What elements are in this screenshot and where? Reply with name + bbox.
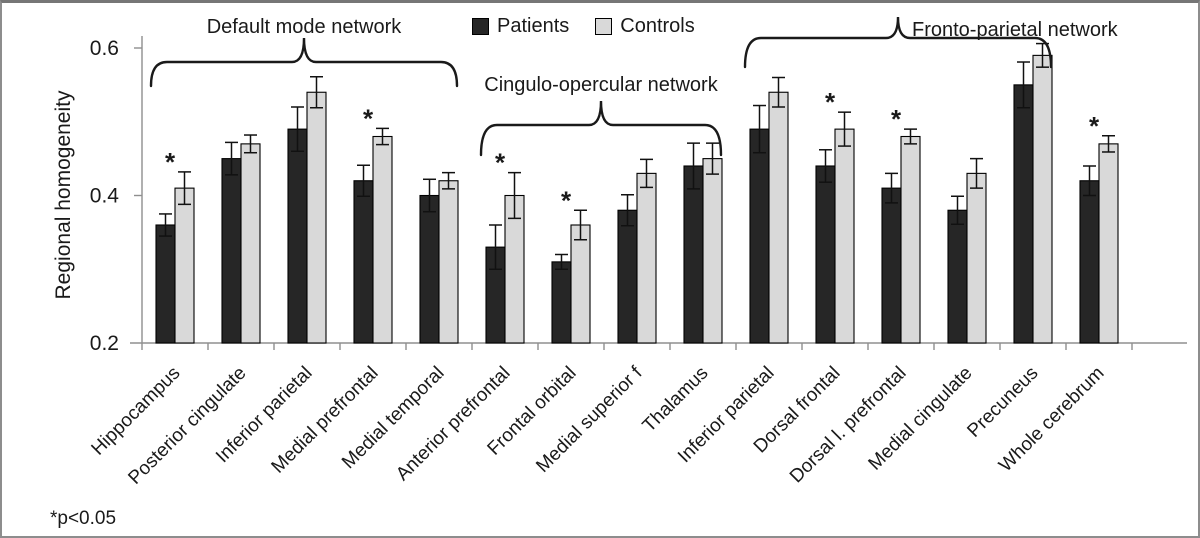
x-category-label: Dorsal l. prefrontal <box>786 363 911 488</box>
bar-patients-15 <box>1079 180 1100 344</box>
bar-patients-13 <box>947 209 968 344</box>
bar-controls-7 <box>570 224 591 344</box>
legend-item-patients: Patients <box>472 15 569 38</box>
x-category-label: Anterior prefrontal <box>392 363 514 485</box>
significance-marker: * <box>495 148 506 178</box>
bar-patients-5 <box>419 194 440 344</box>
bar-patients-9 <box>683 165 704 344</box>
error-bar-controls-7 <box>574 209 587 241</box>
bar-controls-2 <box>240 143 261 344</box>
error-bar-patients-1 <box>159 213 172 237</box>
bar-patients-3 <box>287 128 308 344</box>
error-bar-patients-7 <box>555 253 568 270</box>
error-bar-controls-2 <box>244 134 257 154</box>
patients-swatch-icon <box>472 18 489 35</box>
bar-controls-4 <box>372 135 393 344</box>
bar-controls-3 <box>306 91 327 344</box>
y-tick-label: 0.4 <box>90 185 120 208</box>
error-bar-controls-8 <box>640 158 653 189</box>
error-bar-controls-1 <box>178 171 191 206</box>
error-bar-controls-4 <box>376 127 389 146</box>
network-label-1: Default mode network <box>207 16 403 38</box>
error-bar-patients-8 <box>621 194 634 227</box>
error-bar-patients-9 <box>687 142 700 190</box>
legend-item-controls: Controls <box>595 15 695 38</box>
brace-3 <box>743 16 1053 69</box>
error-bar-controls-5 <box>442 171 455 190</box>
bar-patients-10 <box>749 128 770 344</box>
error-bar-patients-10 <box>753 104 766 154</box>
y-tick-label: 0.2 <box>90 332 119 355</box>
error-bar-patients-3 <box>291 106 304 152</box>
error-bar-patients-15 <box>1083 165 1096 197</box>
network-label-2: Cingulo-opercular network <box>484 74 718 96</box>
footnote: *p<0.05 <box>50 508 116 529</box>
error-bar-patients-2 <box>225 141 238 176</box>
error-bar-patients-13 <box>951 195 964 226</box>
bar-patients-8 <box>617 209 638 344</box>
significance-marker: * <box>165 147 176 177</box>
legend-label-patients: Patients <box>497 15 570 37</box>
bar-controls-9 <box>702 158 723 344</box>
bar-controls-1 <box>174 187 195 344</box>
bar-controls-8 <box>636 172 657 344</box>
error-bar-controls-10 <box>772 76 785 108</box>
bar-patients-12 <box>881 187 902 344</box>
bar-controls-10 <box>768 91 789 344</box>
controls-swatch-icon <box>595 18 613 35</box>
error-bar-patients-4 <box>357 164 370 197</box>
significance-marker: * <box>825 87 836 117</box>
significance-marker: * <box>891 104 902 134</box>
bar-patients-7 <box>551 261 572 344</box>
error-bar-controls-6 <box>508 171 521 220</box>
error-bar-controls-11 <box>838 111 851 147</box>
bar-patients-11 <box>815 165 836 344</box>
bar-patients-1 <box>155 224 176 344</box>
legend-label-controls: Controls <box>620 15 695 37</box>
error-bar-controls-9 <box>706 142 719 175</box>
x-category-label: Posterior cingulate <box>124 363 250 489</box>
chart-legend: Patients Controls <box>472 15 695 38</box>
bar-patients-4 <box>353 180 374 344</box>
error-bar-controls-12 <box>904 128 917 145</box>
network-label-3: Fronto-parietal network <box>912 19 1119 41</box>
error-bar-patients-14 <box>1017 61 1030 109</box>
bar-controls-13 <box>966 172 987 344</box>
error-bar-patients-6 <box>489 224 502 270</box>
significance-marker: * <box>363 103 374 133</box>
significance-marker: * <box>561 185 572 215</box>
brace-2 <box>479 100 723 157</box>
bar-patients-2 <box>221 158 242 344</box>
error-bar-patients-5 <box>423 178 436 213</box>
error-bar-controls-15 <box>1102 135 1115 153</box>
error-bar-controls-3 <box>310 76 323 109</box>
brace-1 <box>149 37 459 88</box>
bar-controls-15 <box>1098 143 1119 344</box>
bar-controls-5 <box>438 180 459 344</box>
error-bar-patients-12 <box>885 172 898 204</box>
significance-marker: * <box>1089 111 1100 141</box>
bar-patients-14 <box>1013 84 1034 344</box>
error-bar-controls-13 <box>970 157 983 189</box>
bar-controls-14 <box>1032 54 1053 344</box>
bar-controls-11 <box>834 128 855 344</box>
y-tick-label: 0.6 <box>90 37 119 60</box>
y-axis-title: Regional homogeneity <box>52 90 75 299</box>
error-bar-patients-11 <box>819 149 832 183</box>
bar-controls-12 <box>900 135 921 344</box>
